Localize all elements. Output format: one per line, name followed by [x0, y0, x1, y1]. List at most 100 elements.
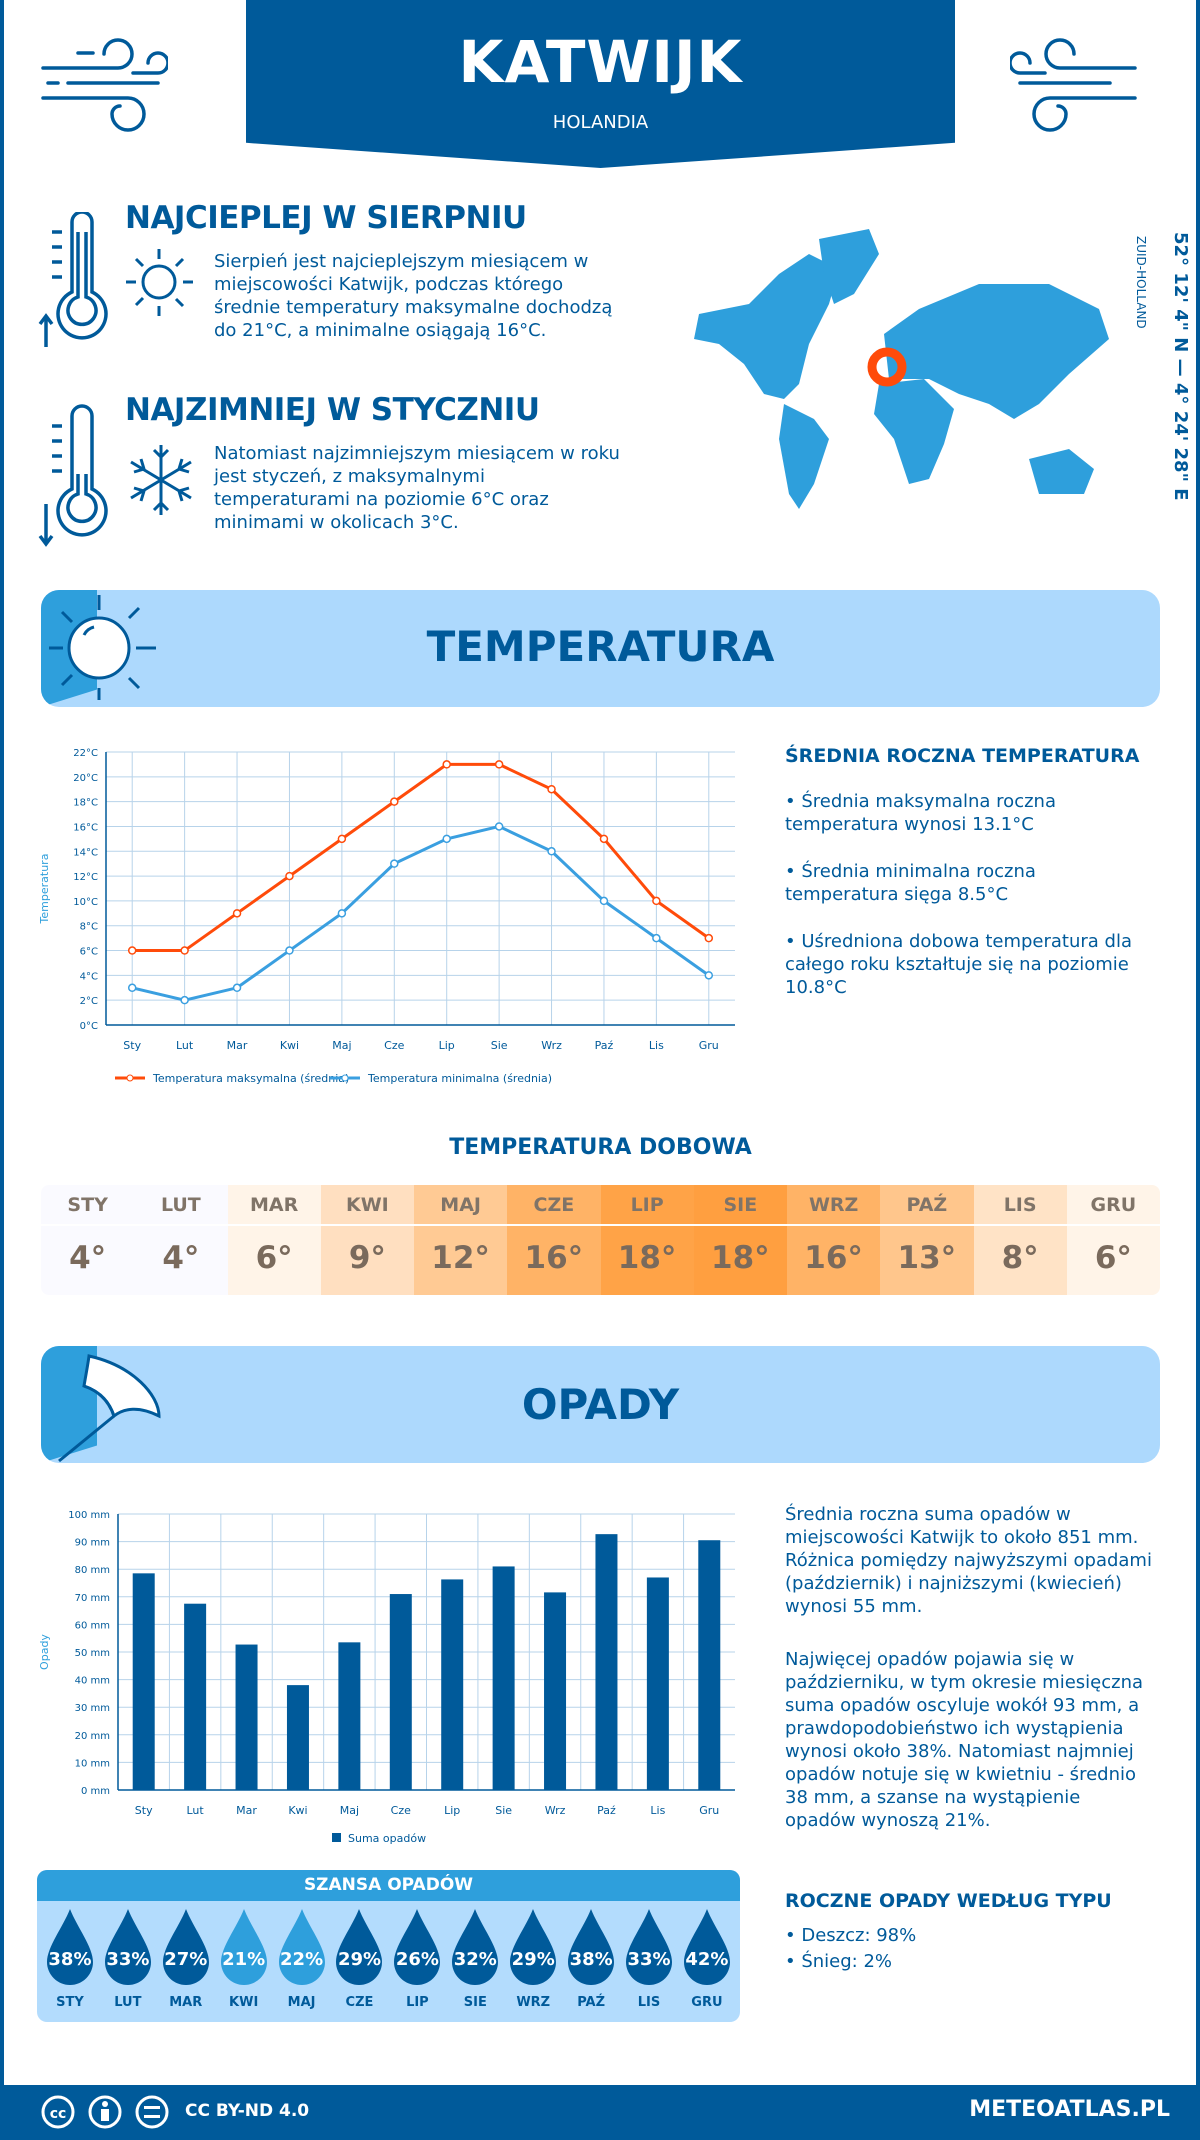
precipitation-chart: 0 mm 10 mm 20 mm 30 mm 40 mm 50 mm 60 mm 70 mm 8…	[38, 1510, 735, 1845]
y-tick-label: 80 mm	[75, 1565, 110, 1576]
x-tick-label: Lip	[444, 1804, 460, 1817]
daily-temp-cell: WRZ 16°	[787, 1185, 881, 1295]
x-tick-label: Lut	[187, 1804, 205, 1817]
daily-temp-value: 4°	[69, 1240, 107, 1276]
data-point	[704, 971, 714, 980]
data-point	[599, 834, 609, 844]
x-tick-label: Sie	[491, 1039, 508, 1052]
data-point	[599, 896, 609, 906]
precip-chance-box: SZANSA OPADÓW 38% STY 33% LUT 27% MAR 21% KWI 22…	[37, 1870, 740, 2022]
site-link[interactable]: METEOATLAS.PL	[969, 2097, 1170, 2122]
temperature-banner-title: TEMPERATURA	[426, 622, 775, 671]
precip-text-2: Najwięcej opadów pojawia się w październ…	[785, 1649, 1144, 1831]
daily-temp-month: PAŹ	[880, 1185, 974, 1226]
data-point	[442, 834, 451, 844]
x-tick-label: Paź	[595, 1039, 614, 1052]
frame-border-right	[1196, 0, 1200, 2140]
precip-chance-value: 21%	[222, 1949, 266, 1970]
data-point	[547, 784, 556, 794]
precip-bar	[338, 1642, 361, 1790]
x-tick-label: Gru	[699, 1039, 719, 1052]
y-tick-label: 16°C	[73, 822, 98, 833]
precip-chance-month: WRZ	[516, 1995, 551, 2010]
raindrop-icon	[510, 1909, 557, 1985]
raindrop-icon	[220, 1909, 267, 1985]
y-tick-label: 20 mm	[75, 1731, 110, 1742]
y-tick-label: 10°C	[73, 897, 98, 908]
map-greenland	[819, 229, 879, 304]
daily-temp-cell: STY 4°	[41, 1185, 135, 1295]
precip-chance-item: 32% SIE	[447, 1907, 503, 2010]
precip-chance-month: STY	[56, 1995, 84, 2010]
precip-chance-item: 22% MAJ	[274, 1907, 330, 2010]
precip-bar	[389, 1594, 412, 1790]
daily-temp-cell: GRU 6°	[1066, 1185, 1160, 1295]
precip-chance-item: 42% GRU	[679, 1907, 735, 2010]
location-marker-icon	[867, 347, 907, 387]
temperature-chart: 0°C 2°C 4°C 6°C 8°C 10°C 12°C 14°C 16°C 18°C 20°C 2…	[38, 748, 735, 1085]
y-tick-label: 90 mm	[75, 1538, 110, 1549]
daily-temp-cell: MAJ 12°	[414, 1185, 508, 1295]
daily-temp-value: 12°	[431, 1240, 490, 1276]
y-axis-label: Opady	[38, 1634, 51, 1670]
y-tick-label: 70 mm	[75, 1593, 110, 1604]
footer	[0, 2085, 1200, 2140]
daily-temp-value: 18°	[711, 1240, 770, 1276]
precip-chance-month: SIE	[463, 1995, 487, 2010]
daily-temp-cell: SIE 18°	[693, 1185, 787, 1295]
license-label: CC BY-ND 4.0	[185, 2101, 310, 2121]
daily-temp-month: LUT	[134, 1185, 228, 1226]
raindrop-icon	[394, 1909, 441, 1985]
coordinates: 52° 12' 4" N — 4° 24' 28" E	[1170, 232, 1191, 501]
y-tick-label: 12°C	[73, 872, 98, 883]
license-icons: cc	[41, 2095, 169, 2129]
precip-chance-value: 26%	[395, 1949, 439, 1970]
daily-temp-month: CZE	[507, 1185, 601, 1226]
y-tick-label: 0 mm	[81, 1786, 110, 1797]
y-tick-label: 6°C	[80, 947, 98, 958]
precip-chance-month: LUT	[114, 1995, 142, 2010]
precip-bar	[184, 1603, 207, 1790]
daily-temp-cell: LUT 4°	[134, 1185, 228, 1295]
raindrop-icon	[683, 1909, 730, 1985]
x-tick-label: Lip	[439, 1039, 455, 1052]
data-point	[494, 822, 504, 831]
map-eurasia	[884, 284, 1109, 419]
daily-temp-cell: LIS 8°	[973, 1185, 1067, 1295]
y-tick-label: 2°C	[80, 996, 98, 1007]
daily-temp-month: KWI	[320, 1185, 414, 1226]
daily-temp-cell: MAR 6°	[227, 1185, 321, 1295]
data-point	[285, 946, 294, 955]
data-point	[127, 946, 137, 955]
precip-chance-item: 26% LIP	[389, 1907, 445, 2010]
data-point	[704, 933, 714, 943]
daily-temp-value: 16°	[524, 1240, 584, 1276]
svg-text:cc: cc	[50, 2106, 67, 2122]
precip-chance-month: PAŹ	[577, 1995, 606, 2010]
x-tick-label: Gru	[699, 1804, 719, 1817]
thermometer-down-icon	[38, 404, 108, 547]
sun-icon	[126, 249, 193, 316]
max-temp-line	[132, 762, 710, 953]
map-africa	[874, 379, 954, 484]
daily-temp-value: 4°	[162, 1240, 200, 1276]
thermometer-up-icon	[38, 212, 108, 347]
precip-bar	[544, 1592, 567, 1790]
daily-temp-value: 6°	[1094, 1240, 1132, 1276]
raindrop-icon	[452, 1909, 499, 1985]
precip-chance-month: GRU	[691, 1995, 723, 2010]
daily-temp-month: GRU	[1066, 1185, 1160, 1226]
data-point	[337, 834, 347, 844]
data-point	[127, 983, 137, 993]
y-tick-label: 40 mm	[75, 1676, 110, 1687]
world-map	[694, 229, 1109, 509]
cc-icon: cc	[41, 2095, 75, 2129]
daily-temp-table: STY 4° LUT 4° MAR 6° KWI 9° MAJ 12° CZE 16° LIP 18° SI…	[41, 1185, 1160, 1295]
y-tick-label: 22°C	[73, 748, 98, 759]
x-tick-label: Maj	[332, 1039, 351, 1052]
daily-temp-month: LIP	[600, 1185, 694, 1226]
y-tick-label: 10 mm	[75, 1758, 110, 1769]
daily-temp-value: 16°	[804, 1240, 863, 1276]
precip-chance-value: 32%	[453, 1949, 497, 1970]
precip-chance-item: 29% CZE	[331, 1907, 387, 2010]
